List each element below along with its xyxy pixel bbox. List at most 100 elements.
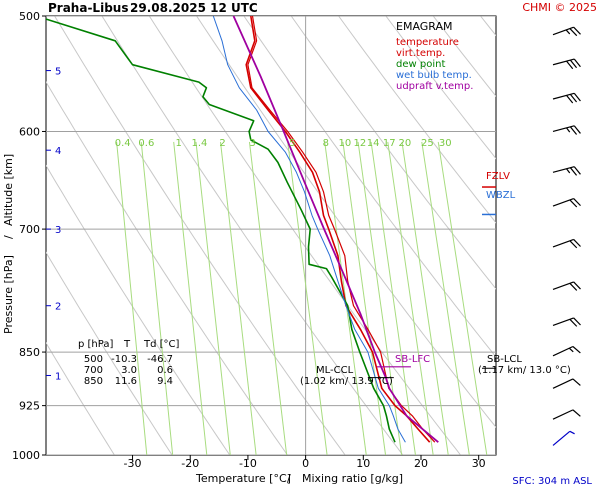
wind-barb-flag: [572, 346, 581, 354]
wind-barb: [552, 92, 581, 104]
x-tick-label: 30: [472, 457, 486, 470]
wind-barb: [552, 197, 581, 208]
altitude-tick-label: 1: [55, 371, 61, 382]
wind-barb: [552, 125, 581, 135]
plot-area: [45, 15, 497, 456]
mixing-ratio-line: [116, 141, 148, 455]
y-tick-label: 700: [19, 223, 40, 236]
wind-barb-staff: [552, 166, 575, 173]
wind-barb-flag: [566, 60, 574, 70]
mixing-ratio-label: 8: [323, 138, 329, 149]
wind-barb-half: [566, 168, 571, 174]
annotation-sb-lcl-detail: (1.17 km/ 13.0 °C): [478, 365, 571, 376]
wind-barb-half: [568, 347, 574, 353]
annotation-ml-ccl: ML-CCL: [316, 365, 354, 376]
wind-barb-half: [566, 127, 571, 133]
annotation-sb-lcl: SB-LCL: [487, 354, 522, 365]
wind-barb-staff: [552, 317, 574, 327]
table-header-p: p [hPa]: [78, 339, 113, 350]
surface-elevation: SFC: 304 m ASL: [512, 476, 592, 487]
annotation-sb-lfc: SB-LFC: [395, 354, 430, 365]
series-udpraft-v-temp: [232, 16, 439, 443]
mixing-ratio-line: [173, 141, 208, 455]
wind-barb: [552, 378, 581, 389]
annotation-ml-ccl-detail: (1.02 km/ 13.9 °C): [300, 376, 393, 387]
wind-barb-flag: [573, 125, 581, 134]
dry-adiabat: [290, 16, 496, 290]
mixing-ratio-label: 14: [367, 138, 380, 149]
mixing-ratio-line: [248, 141, 288, 455]
wind-barb-flag: [569, 28, 578, 37]
dry-adiabat: [46, 251, 173, 455]
dry-adiabat: [338, 16, 496, 224]
mixing-ratio-label: 0.6: [138, 138, 154, 149]
wind-barb-staff: [552, 378, 574, 389]
wind-barb: [552, 238, 581, 249]
dry-adiabat: [528, 16, 600, 455]
mixing-ratio-line: [219, 141, 257, 455]
wind-barb-staff: [552, 409, 574, 420]
wind-barb-flag: [569, 282, 578, 291]
series-wet-bulb-temp: [212, 16, 406, 443]
dry-adiabat: [480, 16, 496, 37]
x-tick-label: 10: [356, 457, 370, 470]
table-cell-p-500: 500: [84, 354, 103, 365]
dry-adiabat: [148, 16, 461, 455]
x-tick-label: 0: [302, 457, 309, 470]
wind-barb-flag: [573, 317, 581, 326]
table-header-t: T: [123, 339, 131, 350]
altitude-tick-label: 4: [55, 146, 61, 157]
wind-barb-staff: [552, 238, 574, 248]
mixing-ratio-label: 17: [383, 138, 396, 149]
wind-barb: [552, 281, 581, 291]
wind-barb-staff: [552, 430, 571, 446]
x-axis-title-temperature: Temperature [°C]: [195, 472, 291, 485]
wind-barb-flag: [569, 167, 578, 176]
wind-barb-flag: [572, 409, 581, 417]
dry-adiabat: [46, 164, 231, 455]
table-cell-p-850: 850: [84, 376, 103, 387]
y-tick-label: 600: [19, 125, 40, 138]
mixing-ratio-label: 12: [353, 138, 366, 149]
table-cell-td-700: 0.6: [157, 365, 173, 376]
wind-barb-staff: [552, 197, 574, 207]
dry-adiabat: [46, 341, 115, 455]
wind-barb-flag: [573, 92, 581, 102]
wind-barb: [552, 166, 581, 176]
wind-barb-flag: [573, 198, 581, 207]
legend-temperature: temperature: [396, 37, 459, 48]
mixing-ratio-line: [287, 141, 328, 455]
mixing-ratio-line: [357, 141, 403, 455]
wind-barb-flag: [569, 93, 578, 103]
wind-barb-half: [569, 430, 575, 435]
mixing-ratio-line: [195, 141, 231, 455]
altitude-tick-label: 2: [55, 302, 61, 313]
wind-barb-flag: [573, 26, 581, 35]
legend-virt-temp: virt.temp.: [396, 48, 445, 59]
y-tick-label: 850: [19, 346, 40, 359]
mixing-ratio-line: [401, 141, 449, 455]
wind-barb-staff: [552, 58, 575, 66]
altitude-tick-label: 5: [55, 67, 61, 78]
wind-barb: [552, 430, 575, 446]
dry-adiabat: [575, 16, 600, 455]
mixing-ratio-line: [437, 141, 488, 455]
wind-barb-half: [565, 29, 571, 35]
x-axis-title-mixing: Mixing ratio [g/kg]: [302, 472, 403, 485]
wind-barb-flag: [569, 318, 578, 327]
legend-updraft: udpraft v.temp.: [396, 81, 473, 92]
mixing-ratio-line: [342, 141, 387, 455]
wind-barb-flag: [573, 239, 581, 247]
table-cell-td-500: -46.7: [147, 354, 173, 365]
dry-adiabat: [196, 16, 496, 429]
x-tick-label: -20: [181, 457, 199, 470]
wind-barb-flag: [572, 378, 581, 386]
y-axis-title-altitude: Altitude [km]: [2, 154, 15, 226]
dry-adiabat: [243, 16, 496, 358]
wind-barb-flag: [573, 166, 581, 175]
table-cell-t-700: 3.0: [121, 365, 137, 376]
wind-barb-flag: [573, 281, 581, 290]
mixing-ratio-line: [370, 141, 416, 455]
legend-wet-bulb: wet bulb temp.: [396, 70, 472, 81]
